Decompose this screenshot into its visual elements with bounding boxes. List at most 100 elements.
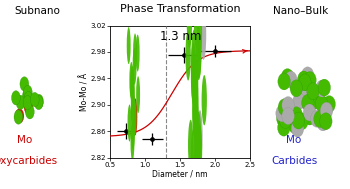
Circle shape <box>23 95 32 110</box>
Circle shape <box>136 35 140 72</box>
Circle shape <box>290 107 303 124</box>
Y-axis label: Mo-Mo / Å: Mo-Mo / Å <box>80 73 89 111</box>
Circle shape <box>278 99 290 116</box>
Circle shape <box>136 76 140 113</box>
Circle shape <box>193 78 199 128</box>
Circle shape <box>299 88 312 105</box>
Circle shape <box>191 29 197 80</box>
Circle shape <box>282 108 294 125</box>
Circle shape <box>23 85 32 99</box>
Circle shape <box>26 105 34 119</box>
Circle shape <box>131 87 135 124</box>
Circle shape <box>188 120 193 170</box>
Circle shape <box>133 98 137 135</box>
Circle shape <box>196 112 201 162</box>
Circle shape <box>291 120 304 137</box>
Circle shape <box>197 8 202 58</box>
Circle shape <box>24 91 33 106</box>
Circle shape <box>318 79 330 96</box>
Circle shape <box>131 78 135 115</box>
Text: Carbides: Carbides <box>271 156 317 166</box>
Circle shape <box>12 91 20 105</box>
Circle shape <box>193 93 198 143</box>
Circle shape <box>320 113 332 130</box>
Circle shape <box>290 80 302 97</box>
Circle shape <box>304 72 316 88</box>
Circle shape <box>279 112 292 129</box>
Text: Mo: Mo <box>17 135 32 145</box>
Circle shape <box>299 74 311 91</box>
Text: Oxycarbides: Oxycarbides <box>0 156 57 166</box>
Circle shape <box>131 123 134 160</box>
Circle shape <box>288 116 301 133</box>
Circle shape <box>191 43 196 93</box>
Circle shape <box>202 75 207 125</box>
Circle shape <box>14 110 23 124</box>
Circle shape <box>131 92 135 129</box>
Circle shape <box>282 97 294 114</box>
Circle shape <box>296 113 308 130</box>
Circle shape <box>307 83 319 100</box>
Circle shape <box>133 99 136 136</box>
Circle shape <box>30 92 39 107</box>
Circle shape <box>127 105 132 142</box>
Circle shape <box>130 68 134 105</box>
Circle shape <box>292 112 305 129</box>
Text: 1.3 nm: 1.3 nm <box>160 30 201 43</box>
Circle shape <box>316 80 328 97</box>
Circle shape <box>196 30 201 80</box>
Circle shape <box>281 69 294 86</box>
Circle shape <box>127 27 131 64</box>
Circle shape <box>16 95 25 110</box>
Circle shape <box>310 110 323 127</box>
Circle shape <box>276 110 289 127</box>
Circle shape <box>303 108 316 125</box>
Circle shape <box>195 120 200 170</box>
Circle shape <box>197 125 202 175</box>
Circle shape <box>193 59 198 110</box>
Circle shape <box>187 0 192 48</box>
Circle shape <box>285 71 297 88</box>
Circle shape <box>191 57 196 107</box>
Circle shape <box>194 0 199 49</box>
Circle shape <box>276 105 288 122</box>
Circle shape <box>307 93 320 110</box>
Circle shape <box>298 71 310 88</box>
Circle shape <box>293 93 305 110</box>
Text: Subnano: Subnano <box>14 6 60 16</box>
Text: Phase Transformation: Phase Transformation <box>120 4 240 14</box>
Circle shape <box>288 113 301 130</box>
Circle shape <box>314 111 326 128</box>
Circle shape <box>317 114 329 131</box>
Circle shape <box>34 95 43 110</box>
Circle shape <box>24 100 33 114</box>
Circle shape <box>131 66 134 103</box>
Circle shape <box>15 109 24 123</box>
Circle shape <box>278 73 290 90</box>
Circle shape <box>133 47 136 84</box>
Circle shape <box>193 62 198 112</box>
Circle shape <box>186 30 191 81</box>
Circle shape <box>197 110 203 160</box>
Circle shape <box>301 67 314 84</box>
Circle shape <box>302 94 314 111</box>
X-axis label: Diameter / nm: Diameter / nm <box>153 169 208 178</box>
Circle shape <box>35 94 43 109</box>
Circle shape <box>193 149 198 189</box>
Circle shape <box>193 59 198 109</box>
Circle shape <box>22 89 31 103</box>
Circle shape <box>130 62 133 99</box>
Circle shape <box>193 72 198 122</box>
Circle shape <box>320 102 333 119</box>
Circle shape <box>131 113 135 150</box>
Circle shape <box>303 104 316 121</box>
Circle shape <box>194 132 199 183</box>
Circle shape <box>20 77 29 91</box>
Text: Nano–Bulk: Nano–Bulk <box>273 6 328 16</box>
Circle shape <box>191 53 196 103</box>
Circle shape <box>194 100 199 150</box>
Text: Mo: Mo <box>286 135 302 145</box>
Circle shape <box>191 129 196 180</box>
Circle shape <box>133 33 137 70</box>
Circle shape <box>196 28 202 78</box>
